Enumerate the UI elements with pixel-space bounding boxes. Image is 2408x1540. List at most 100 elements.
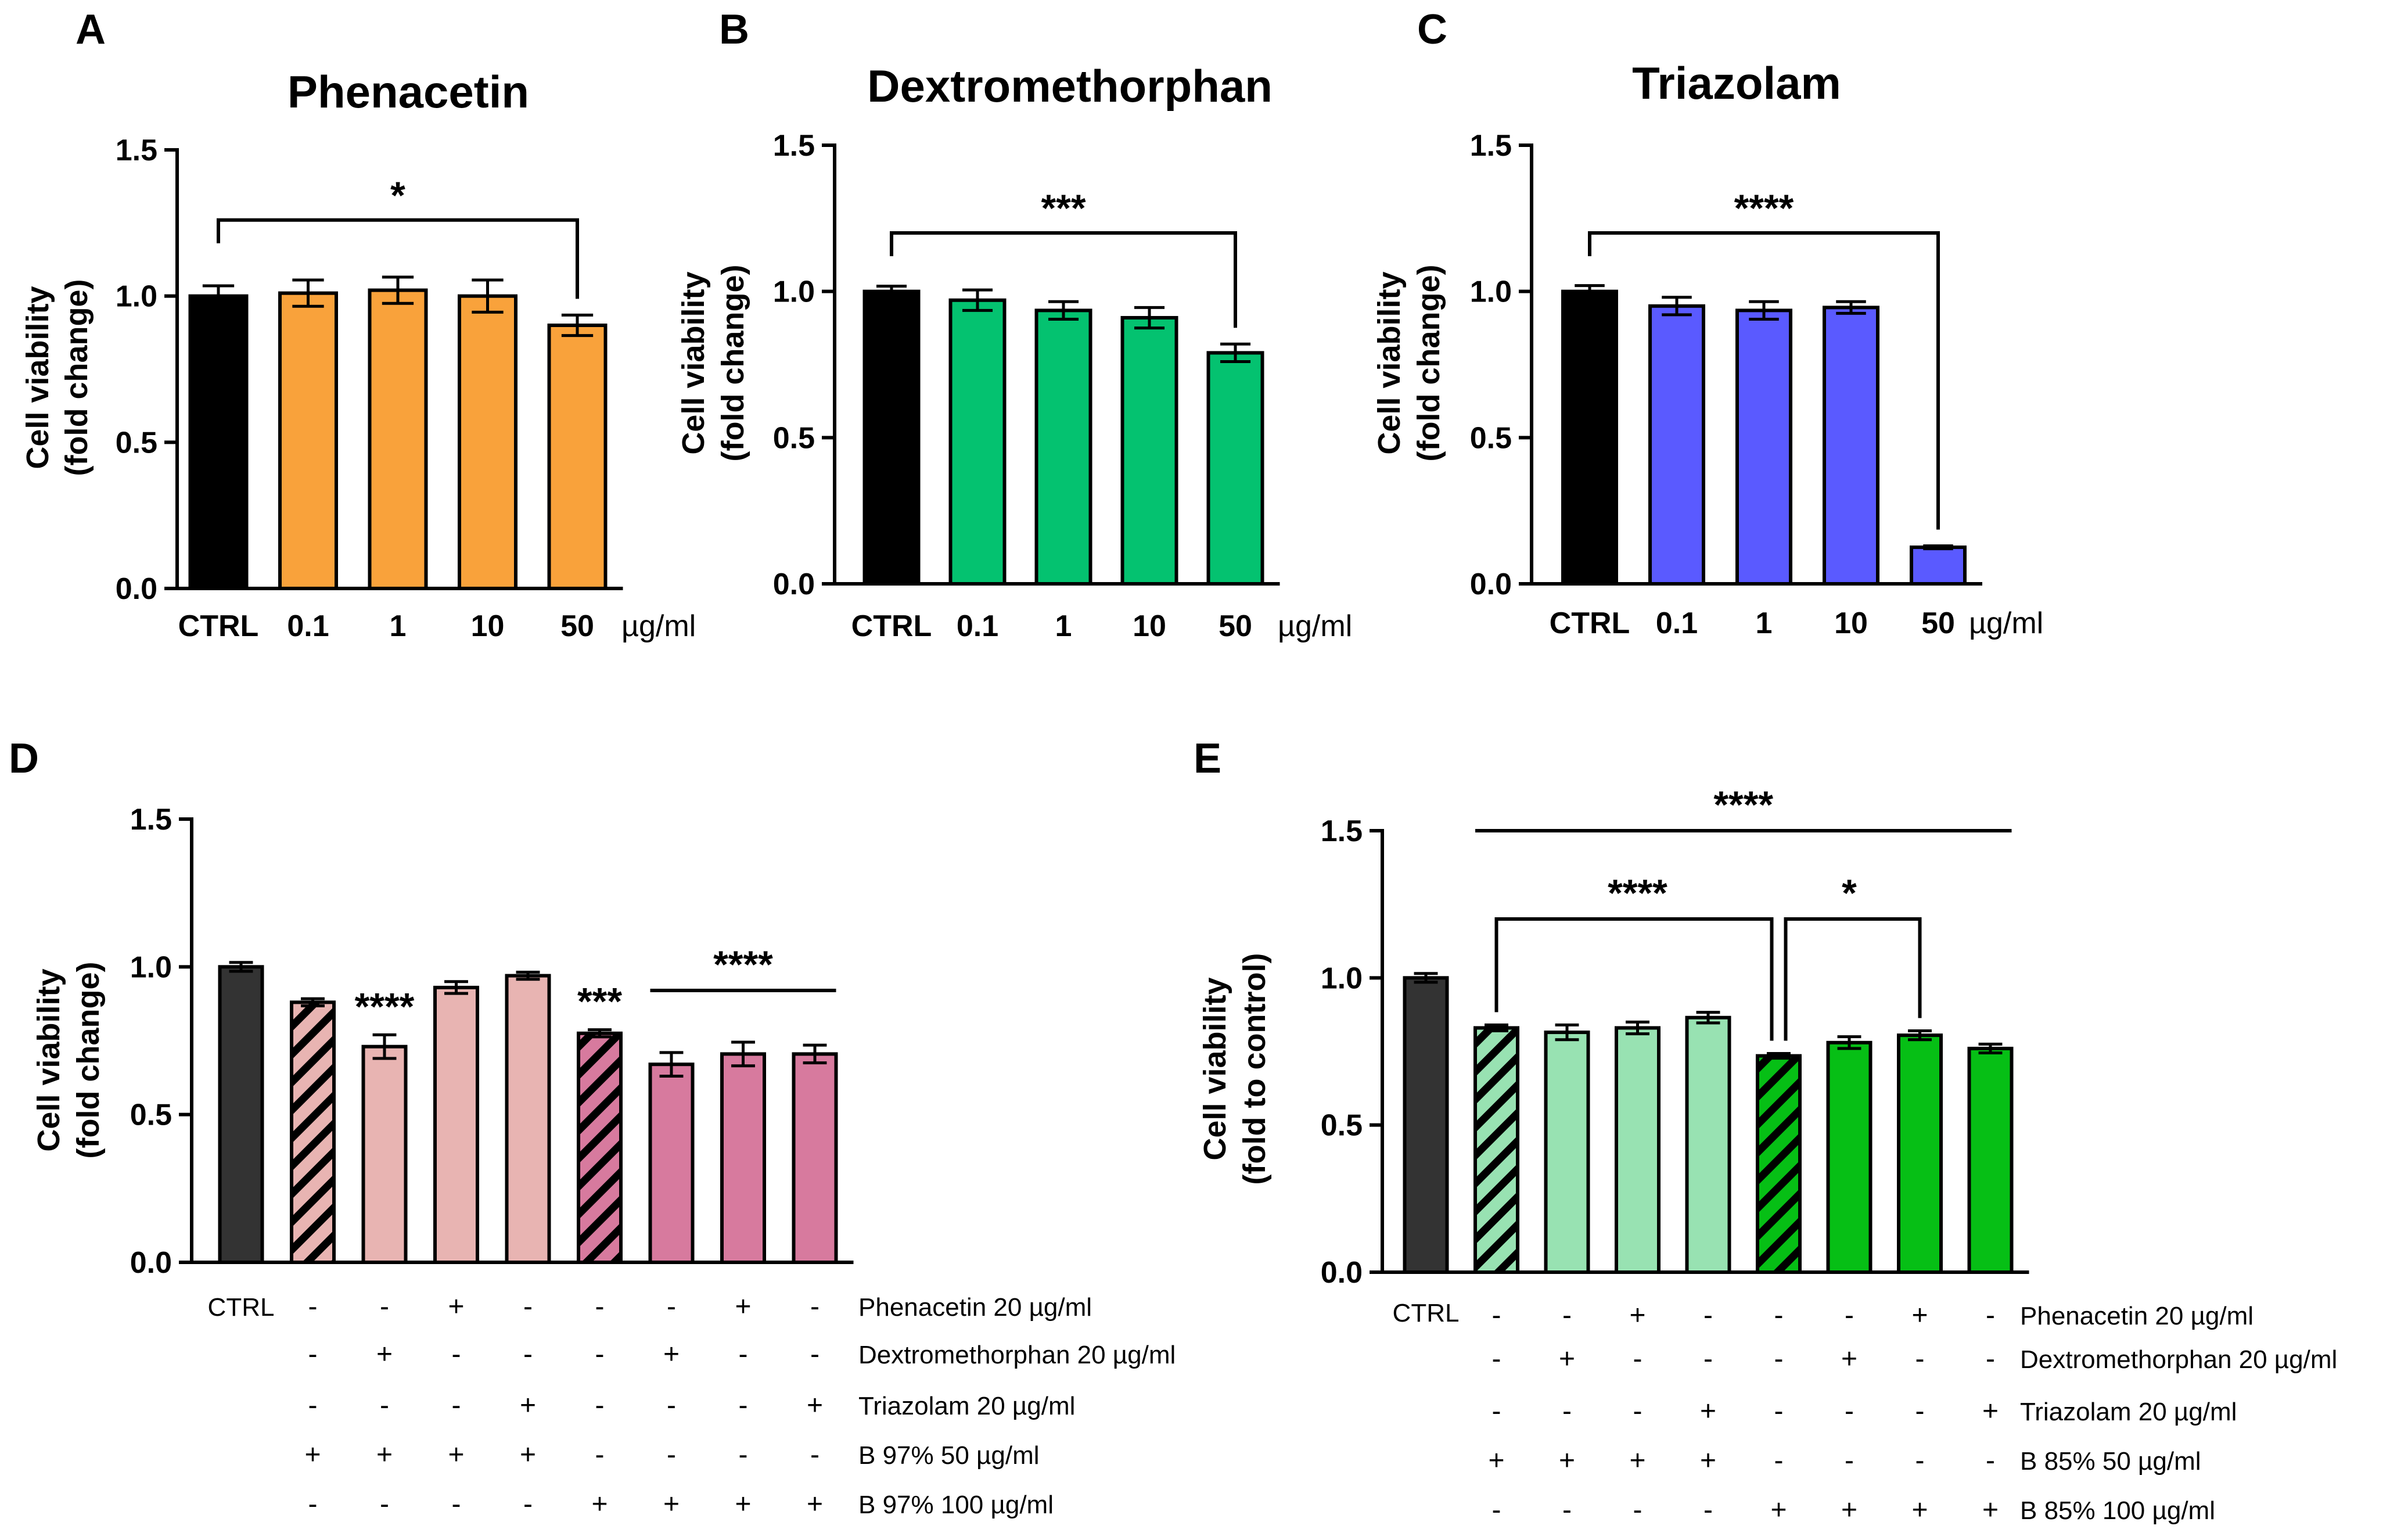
x-tick-label-b-2: 1 — [1055, 609, 1072, 643]
significance-label-c-0: **** — [1734, 186, 1794, 229]
plot-a: 0.0 0.5 1.0 1.5 CTRL 0.1 1 10 50 * — [116, 134, 623, 643]
bar-b-1 — [948, 298, 1007, 586]
condition-mark-d-1-5: + — [663, 1339, 680, 1370]
x-tick-label-b-1: 0.1 — [957, 609, 998, 643]
condition-mark-e-4-2: - — [1633, 1495, 1643, 1525]
x-tick-label-a-1: 0.1 — [287, 609, 329, 643]
x-tick-label-b-0: CTRL — [851, 609, 932, 643]
condition-mark-e-3-2: + — [1629, 1445, 1645, 1476]
bar-c-1 — [1648, 304, 1705, 586]
condition-mark-e-1-6: - — [1915, 1344, 1925, 1374]
error-bar-c-3 — [1836, 300, 1866, 315]
condition-mark-d-3-2: + — [448, 1440, 464, 1470]
y-axis-label-c-line1: Cell viability — [1372, 271, 1407, 454]
significance-label-e-0: **** — [1608, 871, 1667, 914]
condition-mark-e-4-7: + — [1982, 1495, 1999, 1525]
error-bar-e-7 — [1908, 1029, 1932, 1042]
condition-mark-d-0-7: - — [810, 1291, 820, 1322]
error-bar-d-8 — [803, 1043, 827, 1065]
plot-c: 0.0 0.5 1.0 1.5 CTRL 0.1 1 10 50 **** — [1470, 129, 1982, 640]
error-bar-e-1 — [1485, 1023, 1508, 1033]
y-axis-label-b-line2: (fold change) — [716, 265, 750, 462]
condition-mark-e-0-6: + — [1911, 1300, 1928, 1331]
bar-a-2 — [368, 288, 428, 591]
condition-mark-d-4-0: - — [308, 1489, 318, 1520]
bar-a-0 — [188, 294, 249, 590]
bar-d-5 — [577, 1031, 623, 1264]
condition-mark-d-0-3: - — [523, 1291, 533, 1322]
condition-mark-e-2-4: - — [1774, 1396, 1784, 1427]
bar-star-label-d-0: **** — [355, 985, 415, 1028]
condition-mark-d-4-7: + — [807, 1489, 823, 1520]
y-tick-label-c-0: 0.0 — [1470, 568, 1512, 601]
condition-label-e-1: Dextromethorphan 20 µg/ml — [2020, 1345, 2337, 1374]
bar-d-4 — [505, 974, 551, 1265]
error-bar-e-5 — [1767, 1052, 1791, 1060]
error-bar-e-0 — [1414, 972, 1438, 984]
condition-mark-e-1-5: + — [1841, 1344, 1857, 1374]
error-bar-b-3 — [1134, 306, 1165, 330]
y-tick-label-b-1: 0.5 — [773, 421, 815, 455]
condition-mark-e-1-0: - — [1492, 1344, 1501, 1374]
chart-title-c: Triazolam — [1632, 58, 1841, 109]
error-bar-e-8 — [1978, 1042, 2003, 1055]
condition-mark-e-2-1: - — [1562, 1396, 1572, 1427]
condition-mark-e-0-7: - — [1986, 1300, 1995, 1331]
condition-mark-e-2-6: - — [1915, 1396, 1925, 1427]
condition-mark-d-2-1: - — [380, 1390, 389, 1421]
y-tick-label-a-3: 1.5 — [116, 134, 157, 167]
condition-mark-d-1-0: - — [308, 1339, 318, 1370]
bar-e-8 — [1967, 1046, 2014, 1275]
bar-d-8 — [792, 1052, 838, 1264]
condition-mark-e-2-7: + — [1982, 1396, 1999, 1427]
bar-b-2 — [1034, 308, 1092, 586]
condition-mark-d-0-0: - — [308, 1291, 318, 1322]
error-bar-c-1 — [1662, 296, 1692, 317]
bar-e-7 — [1897, 1033, 1943, 1274]
bar-e-5 — [1756, 1054, 1802, 1274]
y-tick-label-e-3: 1.5 — [1321, 814, 1363, 848]
error-bar-a-1 — [292, 278, 324, 308]
x-tick-label-b-3: 10 — [1133, 609, 1166, 643]
error-bar-a-2 — [382, 275, 414, 305]
condition-mark-e-2-0: - — [1492, 1396, 1501, 1427]
significance-bracket-e-1 — [1784, 917, 1922, 1041]
chart-title-b: Dextromethorphan — [867, 60, 1273, 112]
y-axis-label-b-line1: Cell viability — [676, 271, 711, 454]
panel-letter-c: C — [1417, 6, 1447, 53]
bar-c-2 — [1735, 308, 1792, 586]
x-tick-label-a-3: 10 — [471, 609, 505, 643]
y-axis-label-e-line1: Cell viability — [1198, 977, 1232, 1160]
condition-mark-d-3-0: + — [304, 1440, 321, 1470]
condition-mark-e-3-4: - — [1774, 1445, 1784, 1476]
error-bar-d-2 — [372, 1033, 397, 1060]
y-axis-label-c-line2: (fold change) — [1411, 265, 1446, 462]
condition-mark-d-1-7: - — [810, 1339, 820, 1370]
condition-mark-e-1-1: + — [1559, 1344, 1575, 1374]
bar-e-0 — [1403, 976, 1449, 1275]
y-tick-label-b-0: 0.0 — [773, 568, 815, 601]
x-tick-label-a-2: 1 — [390, 609, 407, 643]
y-axis-label-d-line2: (fold change) — [71, 962, 106, 1159]
condition-mark-d-2-3: + — [520, 1390, 536, 1421]
condition-mark-e-4-4: + — [1770, 1495, 1787, 1525]
condition-mark-e-4-3: - — [1703, 1495, 1713, 1525]
condition-mark-e-1-3: - — [1703, 1344, 1713, 1374]
condition-mark-d-2-4: - — [595, 1390, 605, 1421]
condition-label-e-0: Phenacetin 20 µg/ml — [2020, 1302, 2254, 1330]
condition-mark-d-2-2: - — [452, 1390, 461, 1421]
condition-mark-e-0-1: - — [1562, 1300, 1572, 1331]
condition-label-d-1: Dextromethorphan 20 µg/ml — [858, 1341, 1176, 1369]
condition-mark-d-2-6: - — [739, 1390, 748, 1421]
error-bar-e-4 — [1696, 1011, 1720, 1025]
x-tick-label-c-1: 0.1 — [1656, 606, 1698, 640]
condition-mark-d-0-4: - — [595, 1291, 605, 1322]
x-tick-label-c-3: 10 — [1834, 606, 1868, 640]
error-bar-d-3 — [444, 980, 468, 995]
y-tick-label-d-2: 1.0 — [130, 950, 172, 984]
y-tick-label-e-2: 1.0 — [1321, 961, 1363, 995]
condition-mark-e-3-7: - — [1986, 1445, 1995, 1476]
condition-mark-d-0-6: + — [735, 1291, 751, 1322]
condition-mark-d-0-2: + — [448, 1291, 464, 1322]
